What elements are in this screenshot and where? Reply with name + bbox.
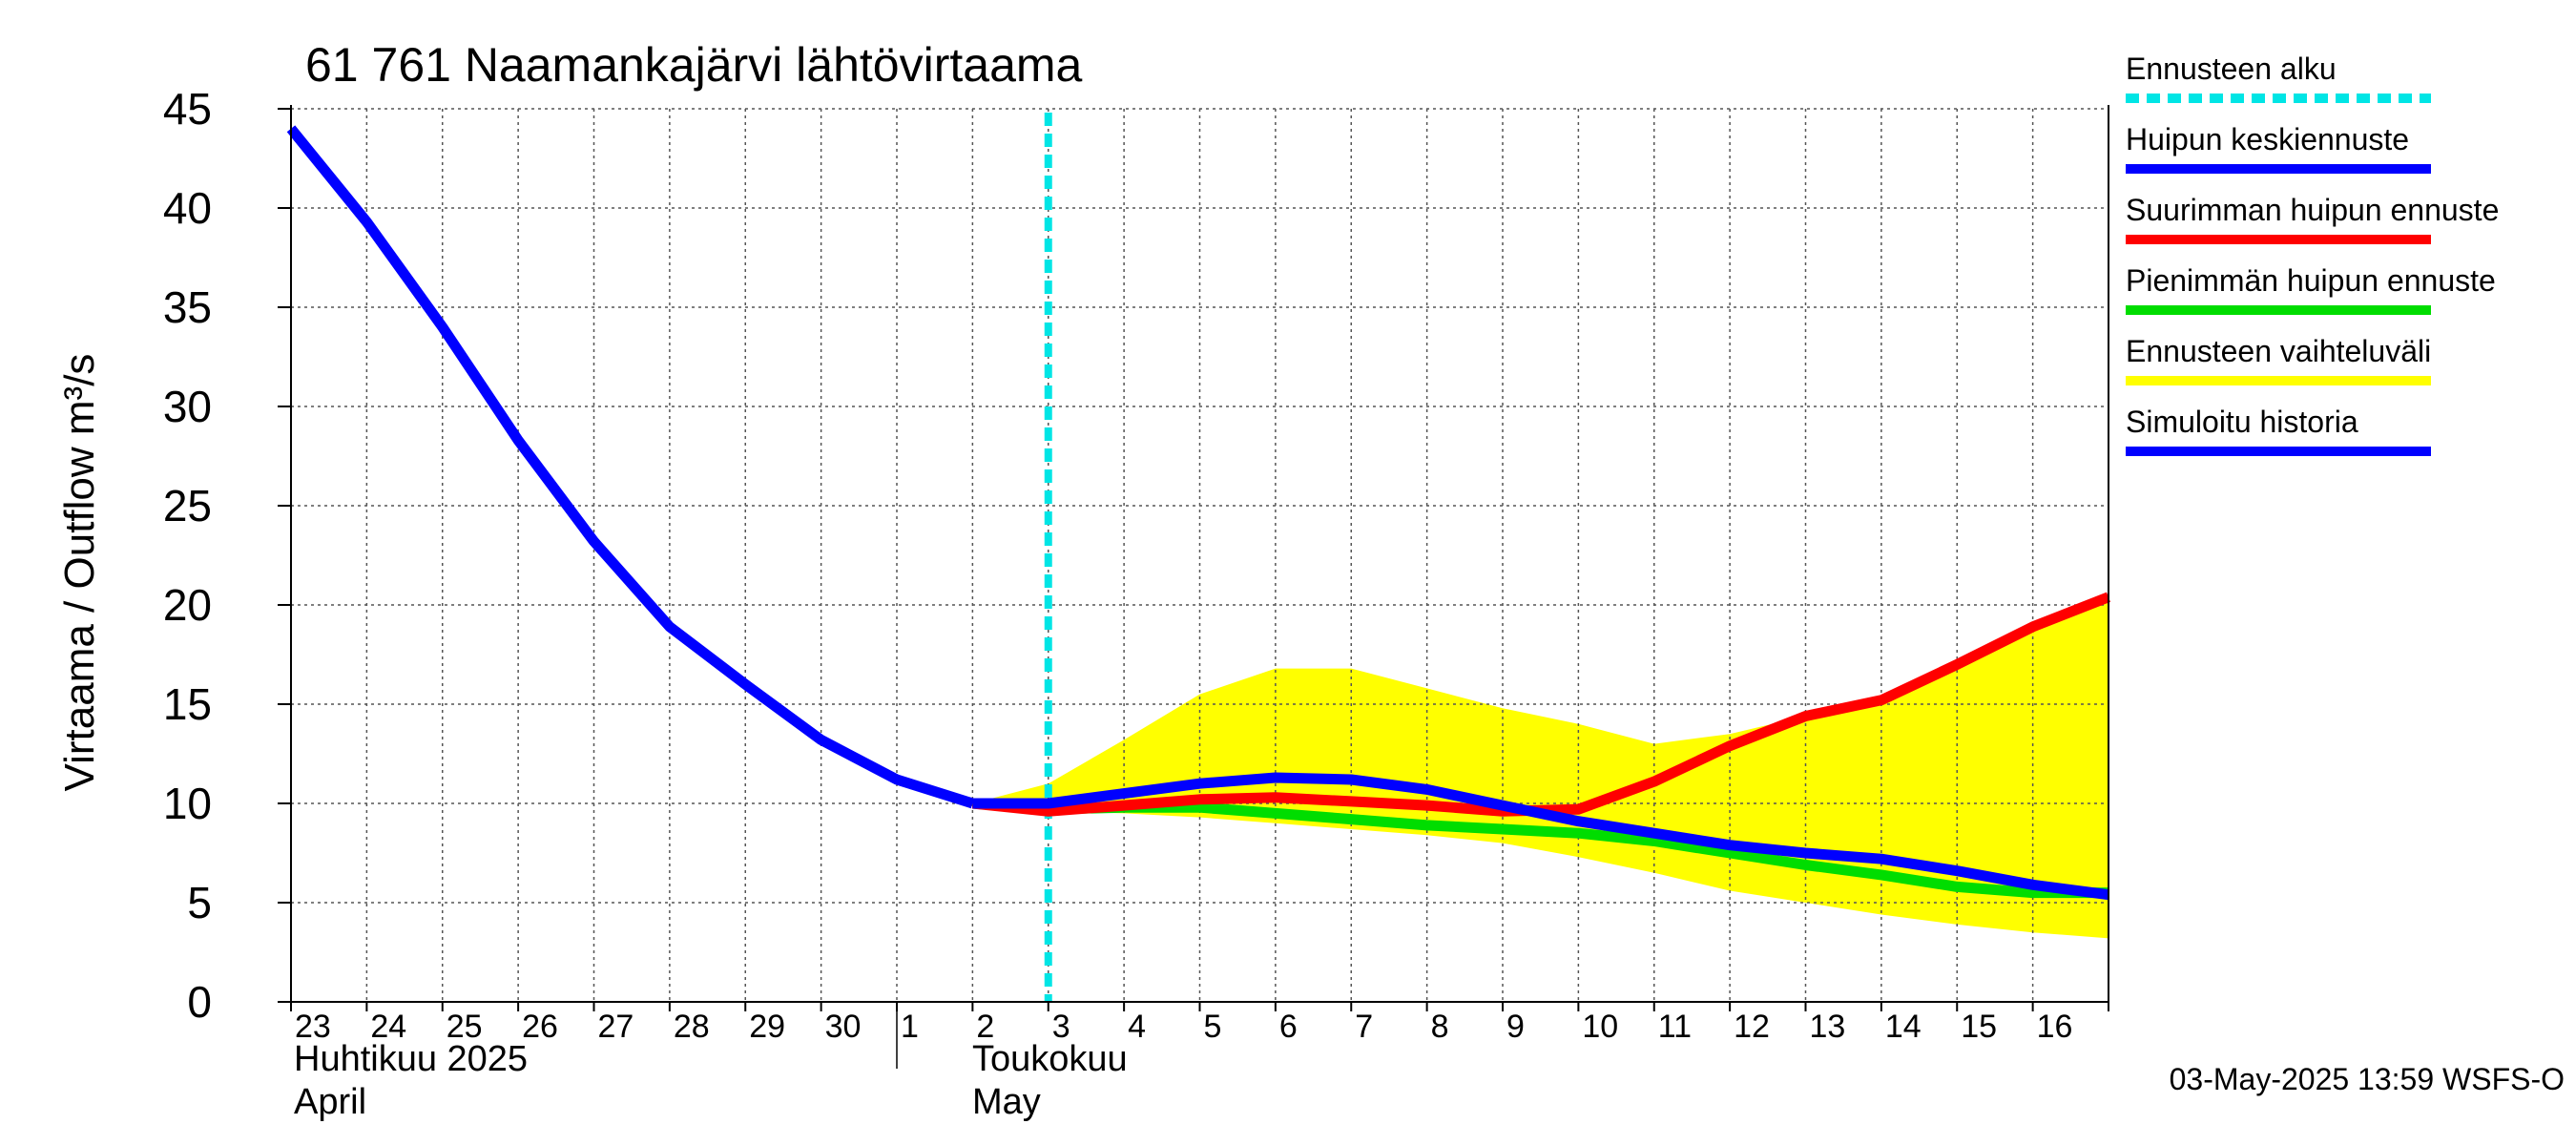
y-tick-label: 25 bbox=[163, 481, 212, 531]
x-day-label: 15 bbox=[1961, 1009, 1997, 1045]
x-day-label: 9 bbox=[1506, 1009, 1525, 1045]
chart-title: 61 761 Naamankajärvi lähtövirtaama bbox=[305, 38, 1083, 92]
month-label-april-line2: April bbox=[294, 1082, 366, 1122]
legend-label: Pienimmän huipun ennuste bbox=[2126, 263, 2496, 298]
series-line-simulated-history bbox=[286, 125, 975, 809]
x-day-label: 3 bbox=[1052, 1009, 1070, 1045]
x-day-label: 23 bbox=[295, 1009, 331, 1045]
x-day-label: 10 bbox=[1582, 1009, 1618, 1045]
legend-label: Ennusteen alku bbox=[2126, 52, 2337, 86]
y-tick-label: 0 bbox=[187, 977, 212, 1027]
x-day-label: 14 bbox=[1885, 1009, 1922, 1045]
x-day-label: 28 bbox=[674, 1009, 710, 1045]
footer-timestamp: 03-May-2025 13:59 WSFS-O bbox=[2170, 1062, 2565, 1096]
y-tick-label: 40 bbox=[163, 183, 212, 233]
y-tick-label: 15 bbox=[163, 679, 212, 729]
x-day-label: 24 bbox=[370, 1009, 406, 1045]
x-day-label: 2 bbox=[976, 1009, 994, 1045]
y-axis-label: Virtaama / Outflow m³/s bbox=[56, 354, 103, 792]
x-day-label: 29 bbox=[749, 1009, 785, 1045]
legend-label: Simuloitu historia bbox=[2126, 405, 2358, 439]
y-tick-label: 10 bbox=[163, 779, 212, 828]
legend-label: Ennusteen vaihteluväli bbox=[2126, 334, 2431, 368]
x-day-label: 8 bbox=[1431, 1009, 1449, 1045]
month-label-may-line1: Toukokuu bbox=[972, 1039, 1128, 1079]
x-day-label: 26 bbox=[522, 1009, 558, 1045]
y-tick-label: 30 bbox=[163, 382, 212, 431]
x-day-label: 5 bbox=[1204, 1009, 1222, 1045]
y-tick-label: 45 bbox=[163, 84, 212, 134]
x-day-label: 13 bbox=[1810, 1009, 1846, 1045]
x-day-label: 30 bbox=[825, 1009, 862, 1045]
x-day-label: 6 bbox=[1279, 1009, 1298, 1045]
x-day-label: 16 bbox=[2037, 1009, 2073, 1045]
x-day-label: 12 bbox=[1734, 1009, 1770, 1045]
x-day-label: 1 bbox=[901, 1009, 919, 1045]
month-label-may-line2: May bbox=[972, 1082, 1041, 1122]
y-tick-label: 35 bbox=[163, 282, 212, 332]
y-tick-label: 5 bbox=[187, 878, 212, 927]
series-line-mean-peak-forecast bbox=[972, 772, 2109, 901]
legend-label: Huipun keskiennuste bbox=[2126, 122, 2409, 156]
x-day-label: 4 bbox=[1128, 1009, 1146, 1045]
x-day-label: 7 bbox=[1355, 1009, 1373, 1045]
y-tick-label: 20 bbox=[163, 580, 212, 630]
month-label-april-line1: Huhtikuu 2025 bbox=[294, 1039, 528, 1079]
x-day-label: 11 bbox=[1658, 1009, 1692, 1045]
x-day-label: 27 bbox=[598, 1009, 634, 1045]
x-day-label: 25 bbox=[447, 1009, 483, 1045]
legend-label: Suurimman huipun ennuste bbox=[2126, 193, 2499, 227]
